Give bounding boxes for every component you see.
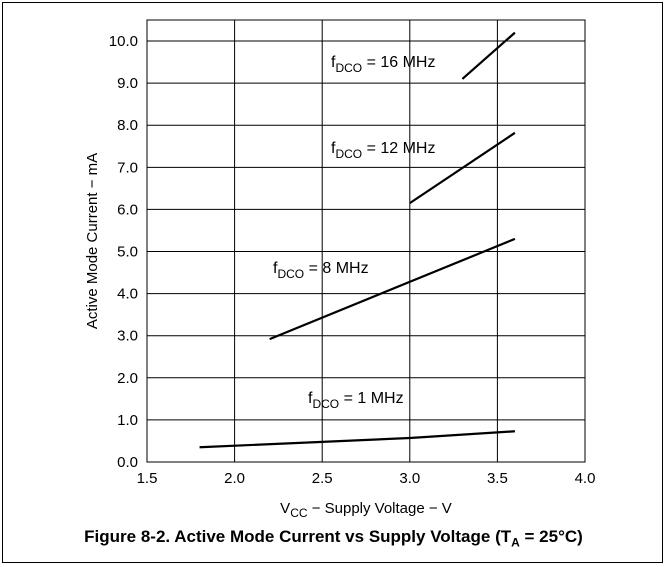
series-line: [199, 430, 515, 449]
series-label-f: f: [331, 54, 336, 71]
x-tick-label: 3.5: [487, 470, 508, 487]
series-line: [409, 131, 516, 205]
x-tick-label: 3.0: [399, 470, 420, 487]
series-label: fDCO = 1 MHz: [308, 390, 404, 411]
series-label-rest: = 12 MHz: [362, 140, 435, 157]
x-axis-title-sub: CC: [290, 506, 308, 520]
x-tick-label: 4.0: [575, 470, 596, 487]
series-line: [461, 31, 516, 80]
series-label: fDCO = 8 MHz: [273, 260, 369, 281]
y-tick-label: 7.0: [117, 159, 138, 176]
caption-rest: = 25°C): [519, 527, 583, 546]
series-label: fDCO = 12 MHz: [331, 140, 435, 161]
series-lines: [199, 31, 516, 449]
series-label-f: f: [273, 260, 278, 277]
x-tick-label: 1.5: [137, 470, 158, 487]
series-label-rest: = 8 MHz: [304, 260, 368, 277]
plot-area: [146, 19, 586, 463]
x-tick-label: 2.5: [312, 470, 333, 487]
series-label: fDCO = 16 MHz: [331, 54, 435, 75]
y-tick-label: 9.0: [117, 75, 138, 92]
series-label-sub: DCO: [277, 267, 304, 281]
y-axis-title: Active Mode Current − mA: [84, 153, 101, 329]
chart: 1.5 2.0 2.5 3.0 3.5 4.0 0.0 1.0 2.0 3.0 4.0 5.0 6.0 7…: [84, 19, 596, 520]
series-label-rest: = 16 MHz: [362, 54, 435, 71]
y-tick-label: 2.0: [117, 370, 138, 387]
y-tick-label: 5.0: [117, 244, 138, 261]
series-label-sub: DCO: [312, 397, 339, 411]
caption-sub: A: [511, 535, 520, 550]
series-label-f: f: [331, 140, 336, 157]
y-tick-label: 10.0: [109, 33, 138, 50]
series-label-sub: DCO: [335, 61, 362, 75]
x-axis-title-main: V: [280, 500, 290, 517]
y-tick-label: 8.0: [117, 117, 138, 134]
x-axis-title: VCC − Supply Voltage − V: [280, 500, 452, 520]
series-label-rest: = 1 MHz: [339, 390, 403, 407]
y-tick-label: 4.0: [117, 286, 138, 303]
series-line: [269, 237, 516, 341]
x-tick-label: 2.0: [224, 470, 245, 487]
series-label-f: f: [308, 390, 313, 407]
caption-main: Figure 8-2. Active Mode Current vs Suppl…: [84, 527, 512, 546]
y-tick-label: 0.0: [117, 454, 138, 471]
x-axis-title-rest: − Supply Voltage − V: [308, 500, 452, 517]
y-tick-label: 1.0: [117, 412, 138, 429]
tick-labels: 1.5 2.0 2.5 3.0 3.5 4.0 0.0 1.0 2.0 3.0 4.0 5.0 6.0 7…: [109, 33, 596, 487]
y-tick-label: 3.0: [117, 328, 138, 345]
figure-caption: Figure 8-2. Active Mode Current vs Suppl…: [0, 527, 667, 549]
y-tick-label: 6.0: [117, 201, 138, 218]
series-label-sub: DCO: [335, 147, 362, 161]
